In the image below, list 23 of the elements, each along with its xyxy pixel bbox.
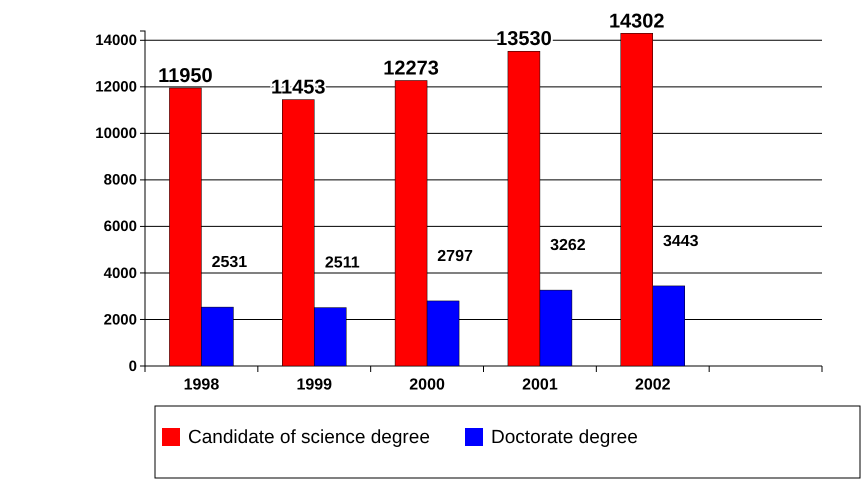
y-tick-label: 8000	[104, 172, 137, 189]
x-tick-label: 1998	[184, 376, 220, 394]
x-tick-label: 2002	[634, 376, 671, 394]
data-label: 2531	[212, 254, 248, 272]
y-tick-label: 0	[128, 358, 137, 375]
x-tick-label: 2000	[409, 376, 445, 394]
y-tick-label: 12000	[95, 78, 137, 96]
y-tick-label: 6000	[104, 218, 137, 236]
data-label: 3262	[550, 237, 586, 254]
data-label: 11950	[158, 64, 213, 87]
x-tick-label: 1999	[296, 376, 332, 394]
y-tick-label: 10000	[95, 125, 137, 142]
x-tick-label: 2001	[522, 376, 558, 394]
data-label: 2797	[437, 248, 473, 265]
data-label: 14302	[608, 10, 665, 32]
y-tick-label: 14000	[95, 32, 137, 50]
data-label: 3443	[662, 232, 699, 250]
legend-label: Candidate of science degree	[188, 427, 430, 448]
legend-label: Doctorate degree	[491, 427, 638, 448]
y-tick-label: 4000	[104, 264, 137, 282]
data-label: 12273	[383, 57, 439, 80]
y-tick-label: 2000	[104, 311, 137, 328]
data-label: 2511	[324, 254, 360, 272]
